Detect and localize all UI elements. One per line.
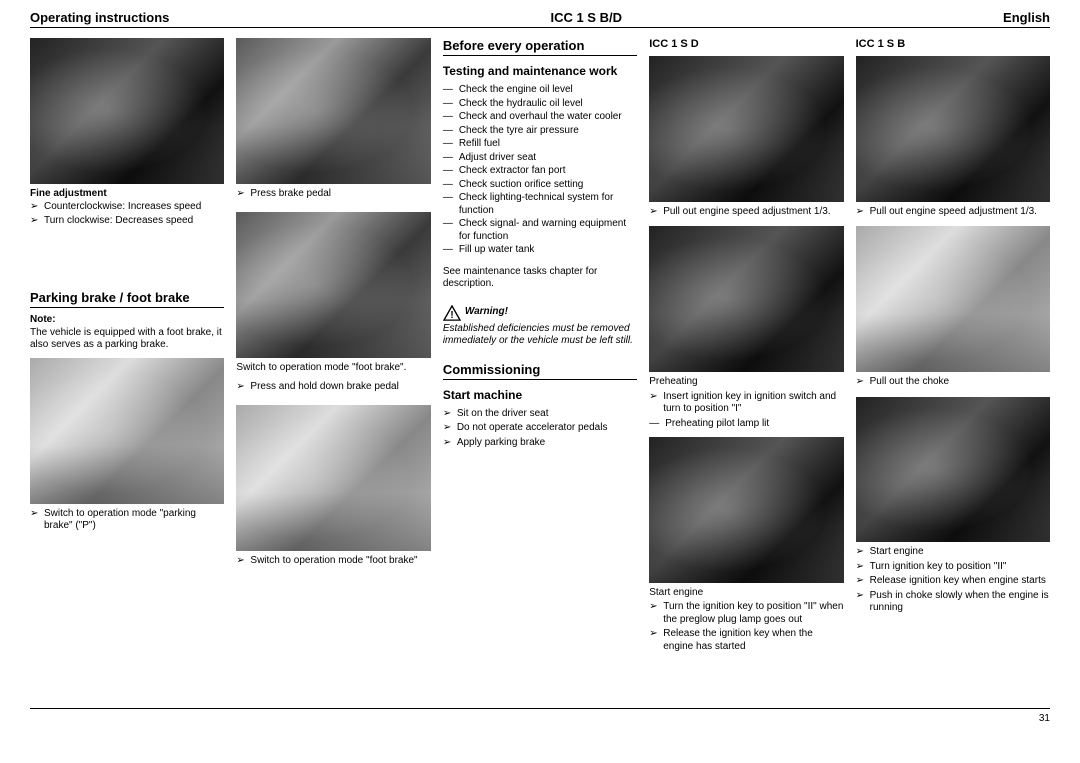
col2-caption-3: ➢Switch to operation mode "foot brake" xyxy=(236,555,430,568)
list-item: —Check suction orifice setting xyxy=(443,179,637,192)
svg-text:!: ! xyxy=(450,309,453,320)
header-left: Operating instructions xyxy=(30,10,169,25)
testing-heading: Testing and maintenance work xyxy=(443,64,637,78)
preheating-label: Preheating xyxy=(649,376,843,389)
commissioning-heading: Commissioning xyxy=(443,362,637,380)
page-header: Operating instructions ICC 1 S B/D Engli… xyxy=(30,10,1050,28)
column-5: ICC 1 S B ➢Pull out engine speed adjustm… xyxy=(856,38,1050,708)
list-item: ➢Turn ignition key to position "II" xyxy=(856,561,1050,574)
list-item: ➢Apply parking brake xyxy=(443,437,637,450)
figure-fine-adjustment xyxy=(30,38,224,184)
list-item: ➢Do not operate accelerator pedals xyxy=(443,422,637,435)
column-1: Fine adjustment ➢Counterclockwise: Incre… xyxy=(30,38,224,708)
col2-caption-2: ➢Press and hold down brake pedal xyxy=(236,381,430,394)
figure-foot-brake-switch xyxy=(236,405,430,551)
list-item: —Adjust driver seat xyxy=(443,152,637,165)
see-maintenance-text: See maintenance tasks chapter for descri… xyxy=(443,266,637,291)
col4-caption-1: ➢Pull out engine speed adjustment 1/3. xyxy=(649,206,843,219)
list-item: —Check signal- and warning equipment for… xyxy=(443,218,637,243)
col5-choke: ➢Pull out the choke xyxy=(856,376,1050,389)
header-right: English xyxy=(1003,10,1050,25)
list-item: ➢Push in choke slowly when the engine is… xyxy=(856,590,1050,615)
content-columns: Fine adjustment ➢Counterclockwise: Incre… xyxy=(30,38,1050,708)
list-item: —Check the hydraulic oil level xyxy=(443,98,637,111)
warning-label: Warning! xyxy=(465,306,508,317)
column-4: ICC 1 S D ➢Pull out engine speed adjustm… xyxy=(649,38,843,708)
preheat-items: ➢Insert ignition key in ignition switch … xyxy=(649,391,843,432)
figure-start-engine-d xyxy=(649,437,843,583)
col5-start-label: ➢Start engine xyxy=(856,546,1050,559)
list-item: —Check lighting-technical system for fun… xyxy=(443,192,637,217)
list-item: ➢Insert ignition key in ignition switch … xyxy=(649,391,843,416)
note-text: The vehicle is equipped with a foot brak… xyxy=(30,327,224,352)
start-machine-heading: Start machine xyxy=(443,388,637,402)
list-item: —Check the tyre air pressure xyxy=(443,125,637,138)
list-item: —Preheating pilot lamp lit xyxy=(649,418,843,431)
list-item: —Check and overhaul the water cooler xyxy=(443,111,637,124)
column-2: ➢Press brake pedal Switch to operation m… xyxy=(236,38,430,708)
figure-parking-brake xyxy=(30,358,224,504)
list-item: —Refill fuel xyxy=(443,138,637,151)
before-operation-heading: Before every operation xyxy=(443,38,637,56)
figure-press-brake xyxy=(236,38,430,184)
header-center: ICC 1 S B/D xyxy=(550,10,622,25)
figure-icc1sd-speed xyxy=(649,56,843,202)
col5-title: ICC 1 S B xyxy=(856,38,1050,50)
footer-rule xyxy=(30,708,1050,709)
col2-mid-text: Switch to operation mode "foot brake". xyxy=(236,362,430,375)
col5-caption-1: ➢Pull out engine speed adjustment 1/3. xyxy=(856,206,1050,219)
col1-caption-1: ➢Switch to operation mode "parking brake… xyxy=(30,508,224,533)
col4-start-items: ➢Turn the ignition key to position "II" … xyxy=(649,601,843,655)
warning-row: ! Warning! xyxy=(443,305,637,321)
fine-adj-item-2: ➢Turn clockwise: Decreases speed xyxy=(30,215,224,228)
list-item: —Fill up water tank xyxy=(443,244,637,257)
figure-preheating xyxy=(649,226,843,372)
fine-adjustment-heading: Fine adjustment xyxy=(30,188,224,199)
list-item: ➢Release ignition key when engine starts xyxy=(856,575,1050,588)
list-item: ➢Release the ignition key when the engin… xyxy=(649,628,843,653)
start-items-list: ➢Sit on the driver seat➢Do not operate a… xyxy=(443,408,637,452)
figure-choke xyxy=(856,226,1050,372)
fine-adj-item-1: ➢Counterclockwise: Increases speed xyxy=(30,201,224,214)
parking-brake-heading: Parking brake / foot brake xyxy=(30,290,224,308)
list-item: ➢Turn the ignition key to position "II" … xyxy=(649,601,843,626)
col5-start-items: ➢Turn ignition key to position "II"➢Rele… xyxy=(856,561,1050,617)
warning-text: Established deficiencies must be removed… xyxy=(443,323,637,348)
list-item: ➢Sit on the driver seat xyxy=(443,408,637,421)
figure-start-engine-b xyxy=(856,397,1050,543)
figure-icc1sb-speed xyxy=(856,56,1050,202)
warning-icon: ! xyxy=(443,305,461,321)
col4-start-label: Start engine xyxy=(649,587,843,600)
figure-foot-brake-mode xyxy=(236,212,430,358)
col4-title: ICC 1 S D xyxy=(649,38,843,50)
note-label: Note: xyxy=(30,314,224,325)
list-item: —Check extractor fan port xyxy=(443,165,637,178)
column-3: Before every operation Testing and maint… xyxy=(443,38,637,708)
page-number: 31 xyxy=(30,713,1050,724)
list-item: —Check the engine oil level xyxy=(443,84,637,97)
col2-caption-1: ➢Press brake pedal xyxy=(236,188,430,201)
checks-list: —Check the engine oil level—Check the hy… xyxy=(443,84,637,258)
